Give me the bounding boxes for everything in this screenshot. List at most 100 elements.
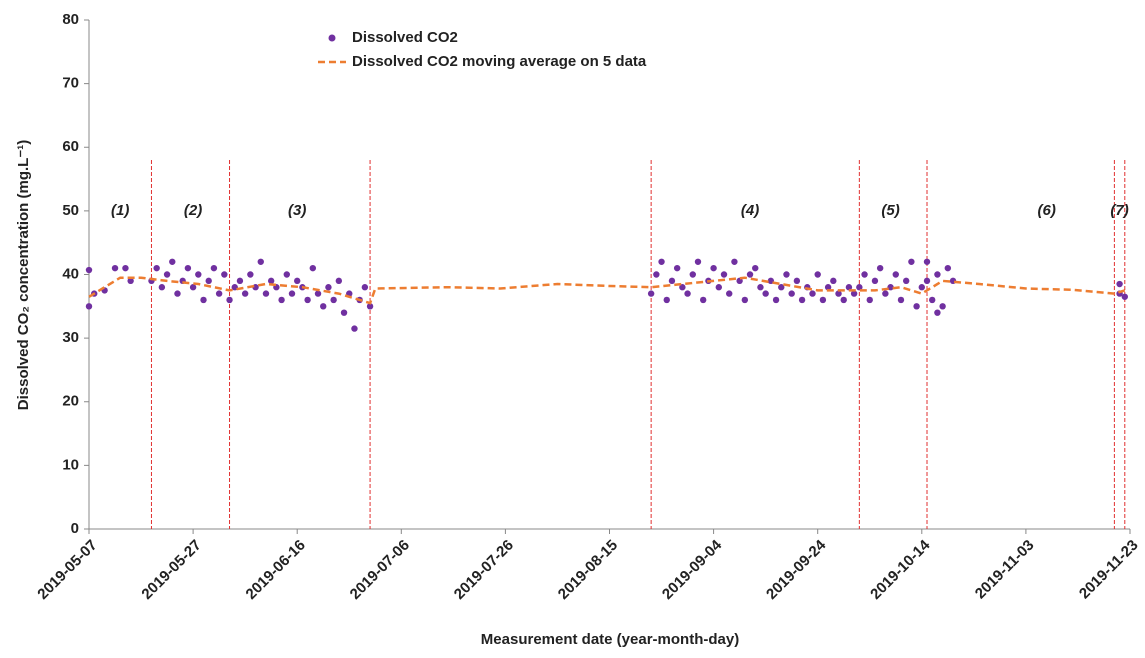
- data-point: [127, 277, 134, 285]
- y-tick-label: 30: [62, 329, 79, 346]
- data-point: [902, 277, 910, 285]
- data-point: [153, 264, 160, 272]
- legend-marker: [328, 34, 336, 42]
- phase-label: (3): [288, 202, 306, 219]
- data-point: [897, 296, 905, 304]
- data-point: [174, 290, 181, 297]
- data-point: [361, 284, 369, 291]
- phase-label: (4): [741, 202, 759, 219]
- data-point: [679, 284, 686, 291]
- x-tick-label: 2019-10-14: [867, 536, 934, 603]
- data-point: [726, 290, 733, 297]
- x-tick-label: 2019-06-16: [243, 537, 309, 603]
- data-point: [788, 290, 795, 297]
- data-point: [767, 277, 775, 285]
- y-tick-label: 40: [62, 265, 79, 282]
- x-axis-label: Measurement date (year-month-day): [481, 631, 739, 648]
- data-point: [752, 264, 759, 272]
- data-point: [944, 264, 952, 272]
- data-point: [684, 290, 691, 297]
- data-point: [845, 284, 853, 291]
- data-point: [741, 296, 749, 304]
- moving-average-line: [88, 276, 1126, 305]
- data-point: [320, 303, 327, 310]
- data-point: [288, 290, 296, 297]
- data-point: [658, 258, 665, 265]
- data-point: [85, 266, 93, 274]
- data-point: [85, 303, 93, 310]
- x-tick-label: 2019-07-26: [451, 537, 517, 603]
- y-tick-label: 70: [62, 75, 79, 92]
- data-point: [226, 296, 233, 304]
- data-point: [340, 309, 348, 316]
- data-point: [1121, 293, 1128, 300]
- y-tick-label: 50: [62, 202, 79, 219]
- data-point: [1116, 280, 1123, 288]
- data-point: [653, 271, 660, 278]
- data-point: [647, 290, 655, 297]
- data-point: [236, 277, 244, 285]
- data-point: [793, 277, 801, 285]
- data-point: [351, 325, 358, 332]
- x-tick-label: 2019-11-03: [972, 537, 1038, 603]
- data-point: [731, 258, 738, 265]
- data-point: [798, 296, 806, 304]
- data-point: [205, 277, 212, 285]
- x-tick-label: 2019-09-24: [763, 536, 830, 603]
- data-point: [294, 277, 301, 285]
- data-point: [257, 258, 264, 265]
- data-point: [783, 271, 790, 278]
- data-point: [163, 271, 171, 278]
- data-point: [871, 277, 879, 285]
- data-point: [158, 284, 166, 291]
- data-point: [892, 271, 899, 278]
- y-tick-label: 10: [62, 456, 79, 473]
- data-point: [122, 264, 129, 272]
- x-tick-label: 2019-07-06: [347, 537, 413, 603]
- x-tick-label: 2019-08-15: [555, 537, 621, 603]
- data-point: [689, 271, 696, 278]
- data-point: [835, 290, 842, 297]
- data-point: [757, 284, 764, 291]
- data-point: [918, 284, 925, 291]
- x-tick-label: 2019-09-04: [659, 536, 726, 603]
- data-point: [325, 284, 332, 291]
- y-axis-label: Dissolved CO₂ concentration (mg.L⁻¹): [15, 140, 32, 410]
- phase-label: (6): [1038, 202, 1056, 219]
- data-point: [923, 258, 931, 265]
- y-tick-label: 80: [62, 11, 79, 28]
- legend-label: Dissolved CO2: [352, 29, 458, 46]
- data-point: [241, 290, 249, 297]
- data-point: [720, 271, 728, 278]
- data-point: [189, 284, 197, 291]
- data-point: [247, 271, 254, 278]
- data-point: [668, 277, 676, 285]
- data-point: [215, 290, 223, 297]
- data-point: [210, 264, 218, 272]
- data-point: [934, 271, 941, 278]
- data-point: [840, 296, 847, 304]
- data-point: [330, 296, 337, 304]
- data-point: [850, 290, 858, 297]
- data-point: [283, 271, 290, 278]
- data-point: [335, 277, 343, 285]
- data-point: [231, 284, 238, 291]
- data-point: [715, 284, 723, 291]
- phase-label: (7): [1110, 202, 1128, 219]
- data-point: [221, 271, 228, 278]
- data-point: [673, 264, 681, 272]
- data-point: [856, 284, 863, 291]
- data-point: [913, 303, 920, 310]
- data-point: [663, 296, 670, 304]
- data-point: [267, 277, 275, 285]
- data-point: [929, 296, 936, 304]
- data-point: [830, 277, 837, 285]
- phase-label: (5): [881, 202, 899, 219]
- data-point: [694, 258, 702, 265]
- data-point: [939, 303, 946, 310]
- data-point: [819, 296, 827, 304]
- data-point: [111, 264, 119, 272]
- data-point: [778, 284, 785, 291]
- data-point: [195, 271, 202, 278]
